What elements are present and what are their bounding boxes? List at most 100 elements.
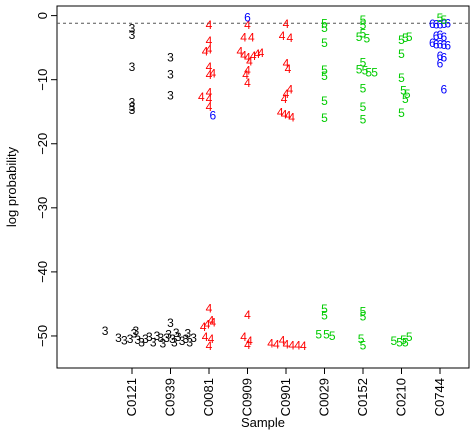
data-point: 4 [283, 17, 290, 31]
y-tick-label: −30 [35, 197, 50, 219]
data-point: 3 [134, 333, 141, 347]
data-point: 4 [254, 47, 261, 61]
data-point: 4 [202, 330, 209, 344]
data-point: 6 [441, 82, 448, 96]
data-point: 4 [281, 92, 288, 106]
data-point: 6 [437, 18, 444, 32]
data-point: 4 [277, 105, 284, 119]
data-point: 5 [365, 66, 372, 80]
data-point: 4 [206, 43, 213, 57]
data-point: 6 [444, 39, 451, 53]
data-point: 5 [321, 63, 328, 77]
data-point: 3 [129, 28, 136, 42]
data-point: 4 [206, 339, 213, 353]
x-tick-label: C0901 [278, 378, 293, 416]
data-point: 5 [398, 33, 405, 47]
data-point: 4 [240, 330, 247, 344]
y-tick-label: −50 [35, 325, 50, 347]
data-point: 5 [371, 66, 378, 80]
data-point: 6 [429, 36, 436, 50]
data-point: 4 [285, 109, 292, 123]
data-point: 5 [402, 92, 409, 106]
data-point: 6 [441, 38, 448, 52]
data-point: 4 [244, 76, 251, 90]
data-point: 5 [360, 55, 367, 69]
data-point: 4 [300, 339, 307, 353]
y-axis: 0 −10 −20 −30 −40 −50 [35, 12, 57, 347]
data-point: 3 [138, 335, 145, 349]
data-point: 6 [437, 57, 444, 71]
data-point: 5 [402, 31, 409, 45]
data-point: 6 [437, 49, 444, 63]
data-point: 5 [315, 328, 322, 342]
data-point: 4 [208, 314, 215, 328]
data-point: 3 [159, 337, 166, 351]
data-point: 3 [179, 334, 186, 348]
data-point: 3 [163, 331, 170, 345]
data-point: 3 [154, 329, 161, 343]
data-point: 5 [362, 64, 369, 78]
data-point: 4 [283, 57, 290, 71]
data-point: 4 [246, 55, 253, 69]
data-point: 3 [129, 60, 136, 74]
data-point: 4 [273, 337, 280, 351]
data-point: 3 [146, 330, 153, 344]
data-point: 3 [167, 50, 174, 64]
plot-frame [56, 5, 470, 369]
data-point: 5 [398, 71, 405, 85]
data-point: 4 [244, 50, 251, 64]
data-point: 5 [364, 32, 371, 46]
data-point: 3 [175, 330, 182, 344]
data-point: 3 [115, 331, 122, 345]
data-point: 3 [171, 335, 178, 349]
y-tick-label: −20 [35, 133, 50, 155]
data-point: 4 [206, 18, 213, 32]
data-point: 5 [404, 87, 411, 101]
data-point: 4 [200, 320, 207, 334]
data-point: 4 [210, 316, 217, 330]
data-point: 5 [398, 47, 405, 61]
data-point: 4 [206, 68, 213, 82]
data-point: 4 [236, 44, 243, 58]
data-point: 6 [437, 28, 444, 42]
data-point: 4 [244, 18, 251, 32]
data-point: 4 [244, 338, 251, 352]
data-point: 6 [429, 17, 436, 31]
data-point: 3 [150, 335, 157, 349]
x-tick-label: C0121 [124, 378, 139, 416]
data-point: 3 [184, 326, 191, 340]
x-tick-label: C0152 [355, 378, 370, 416]
data-point: 4 [267, 337, 274, 351]
data-point: 4 [208, 332, 215, 346]
data-point: 5 [321, 16, 328, 30]
x-axis: C0121 C0939 C0081 C0909 C0901 C0029 C0152 C0210… [124, 368, 447, 416]
data-point: 5 [441, 13, 448, 27]
data-point: 5 [400, 333, 407, 347]
data-point: 5 [329, 329, 336, 343]
data-point: 4 [240, 48, 247, 62]
data-point: 4 [248, 30, 255, 44]
data-point: 3 [127, 332, 134, 346]
data-point: 6 [244, 11, 251, 25]
y-tick-label: −40 [35, 261, 50, 283]
data-point: 3 [186, 335, 193, 349]
y-tick-label: 0 [35, 12, 50, 19]
data-point: 4 [202, 44, 209, 58]
data-point: 4 [206, 301, 213, 315]
data-point: 4 [244, 64, 251, 78]
data-point: 4 [288, 339, 295, 353]
x-tick-label: C0939 [163, 378, 178, 416]
data-point: 4 [198, 90, 205, 104]
data-point: 3 [173, 326, 180, 340]
data-point: 5 [356, 62, 363, 76]
data-point: 3 [121, 333, 128, 347]
x-tick-label: C0029 [317, 378, 332, 416]
data-point: 5 [360, 13, 367, 27]
data-point: 3 [129, 21, 136, 35]
data-point: 6 [433, 29, 440, 43]
data-point: 5 [321, 111, 328, 125]
data-point: 5 [406, 330, 413, 344]
data-point: 3 [129, 96, 136, 110]
data-point: 6 [444, 16, 451, 30]
